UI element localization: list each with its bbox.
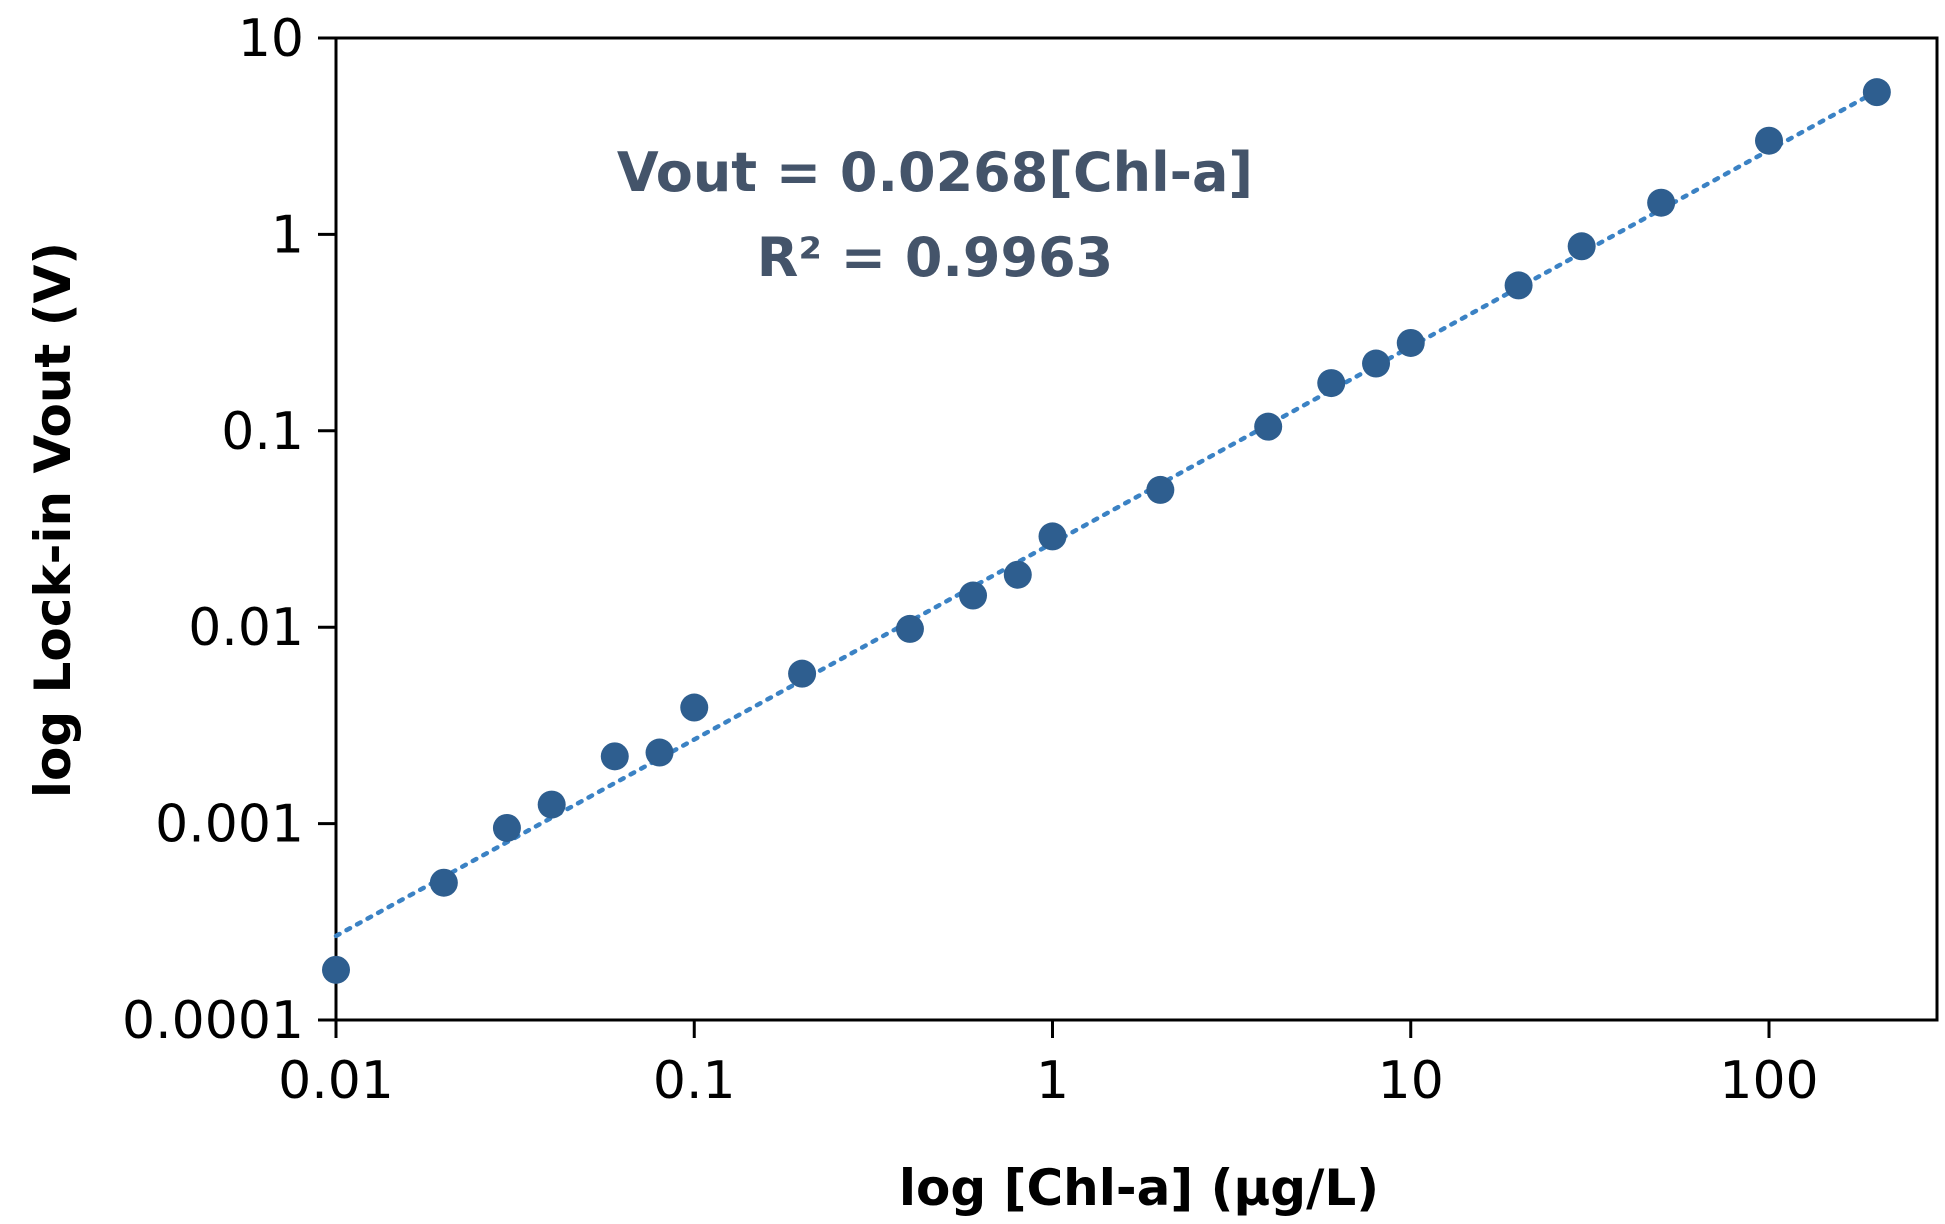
y-tick-label: 0.01 [188,598,304,658]
data-point [600,742,629,771]
y-axis-title: log Lock-in Vout (V) [24,242,82,798]
y-tick-label: 0.0001 [122,991,304,1051]
data-point [1647,188,1676,217]
data-point [1317,369,1346,398]
data-point [1254,412,1283,441]
data-point [959,581,988,610]
x-tick-label: 10 [1378,1051,1444,1111]
x-tick-label: 0.01 [278,1051,394,1111]
data-point [492,813,521,842]
y-tick-label: 0.001 [155,795,304,855]
y-tick-label: 1 [271,205,304,265]
data-point [537,790,566,819]
data-point [1362,349,1391,378]
data-point [1567,232,1596,261]
data-point [1396,328,1425,357]
x-tick-label: 100 [1719,1051,1818,1111]
r-squared-annotation: R² = 0.9963 [757,226,1113,289]
x-tick-label: 1 [1036,1051,1069,1111]
x-tick-label: 0.1 [653,1051,736,1111]
trendline-layer [333,88,1880,939]
y-tick-label: 0.1 [221,402,304,462]
data-point [788,659,817,688]
data-point [429,868,458,897]
data-point [1755,126,1783,155]
data-point [1038,522,1067,551]
data-point [645,738,674,767]
points-layer [322,78,1891,984]
y-tick-label: 10 [238,9,304,69]
trendline [333,88,1880,939]
data-point [680,693,709,722]
data-point [1146,475,1175,504]
data-point [1003,560,1032,589]
data-point [322,955,350,984]
equation-annotation: Vout = 0.0268[Chl-a] [617,141,1253,204]
x-axis-title: log [Chl-a] (μg/L) [899,1159,1379,1217]
plot-frame [334,36,1939,1022]
x-axis: 0.01 0.1 1 10 100 [278,1020,1819,1111]
data-point [895,614,924,643]
data-point [1862,78,1891,107]
y-axis: 0.0001 0.001 0.01 0.1 1 10 [122,9,1939,1051]
data-point [1504,271,1533,300]
